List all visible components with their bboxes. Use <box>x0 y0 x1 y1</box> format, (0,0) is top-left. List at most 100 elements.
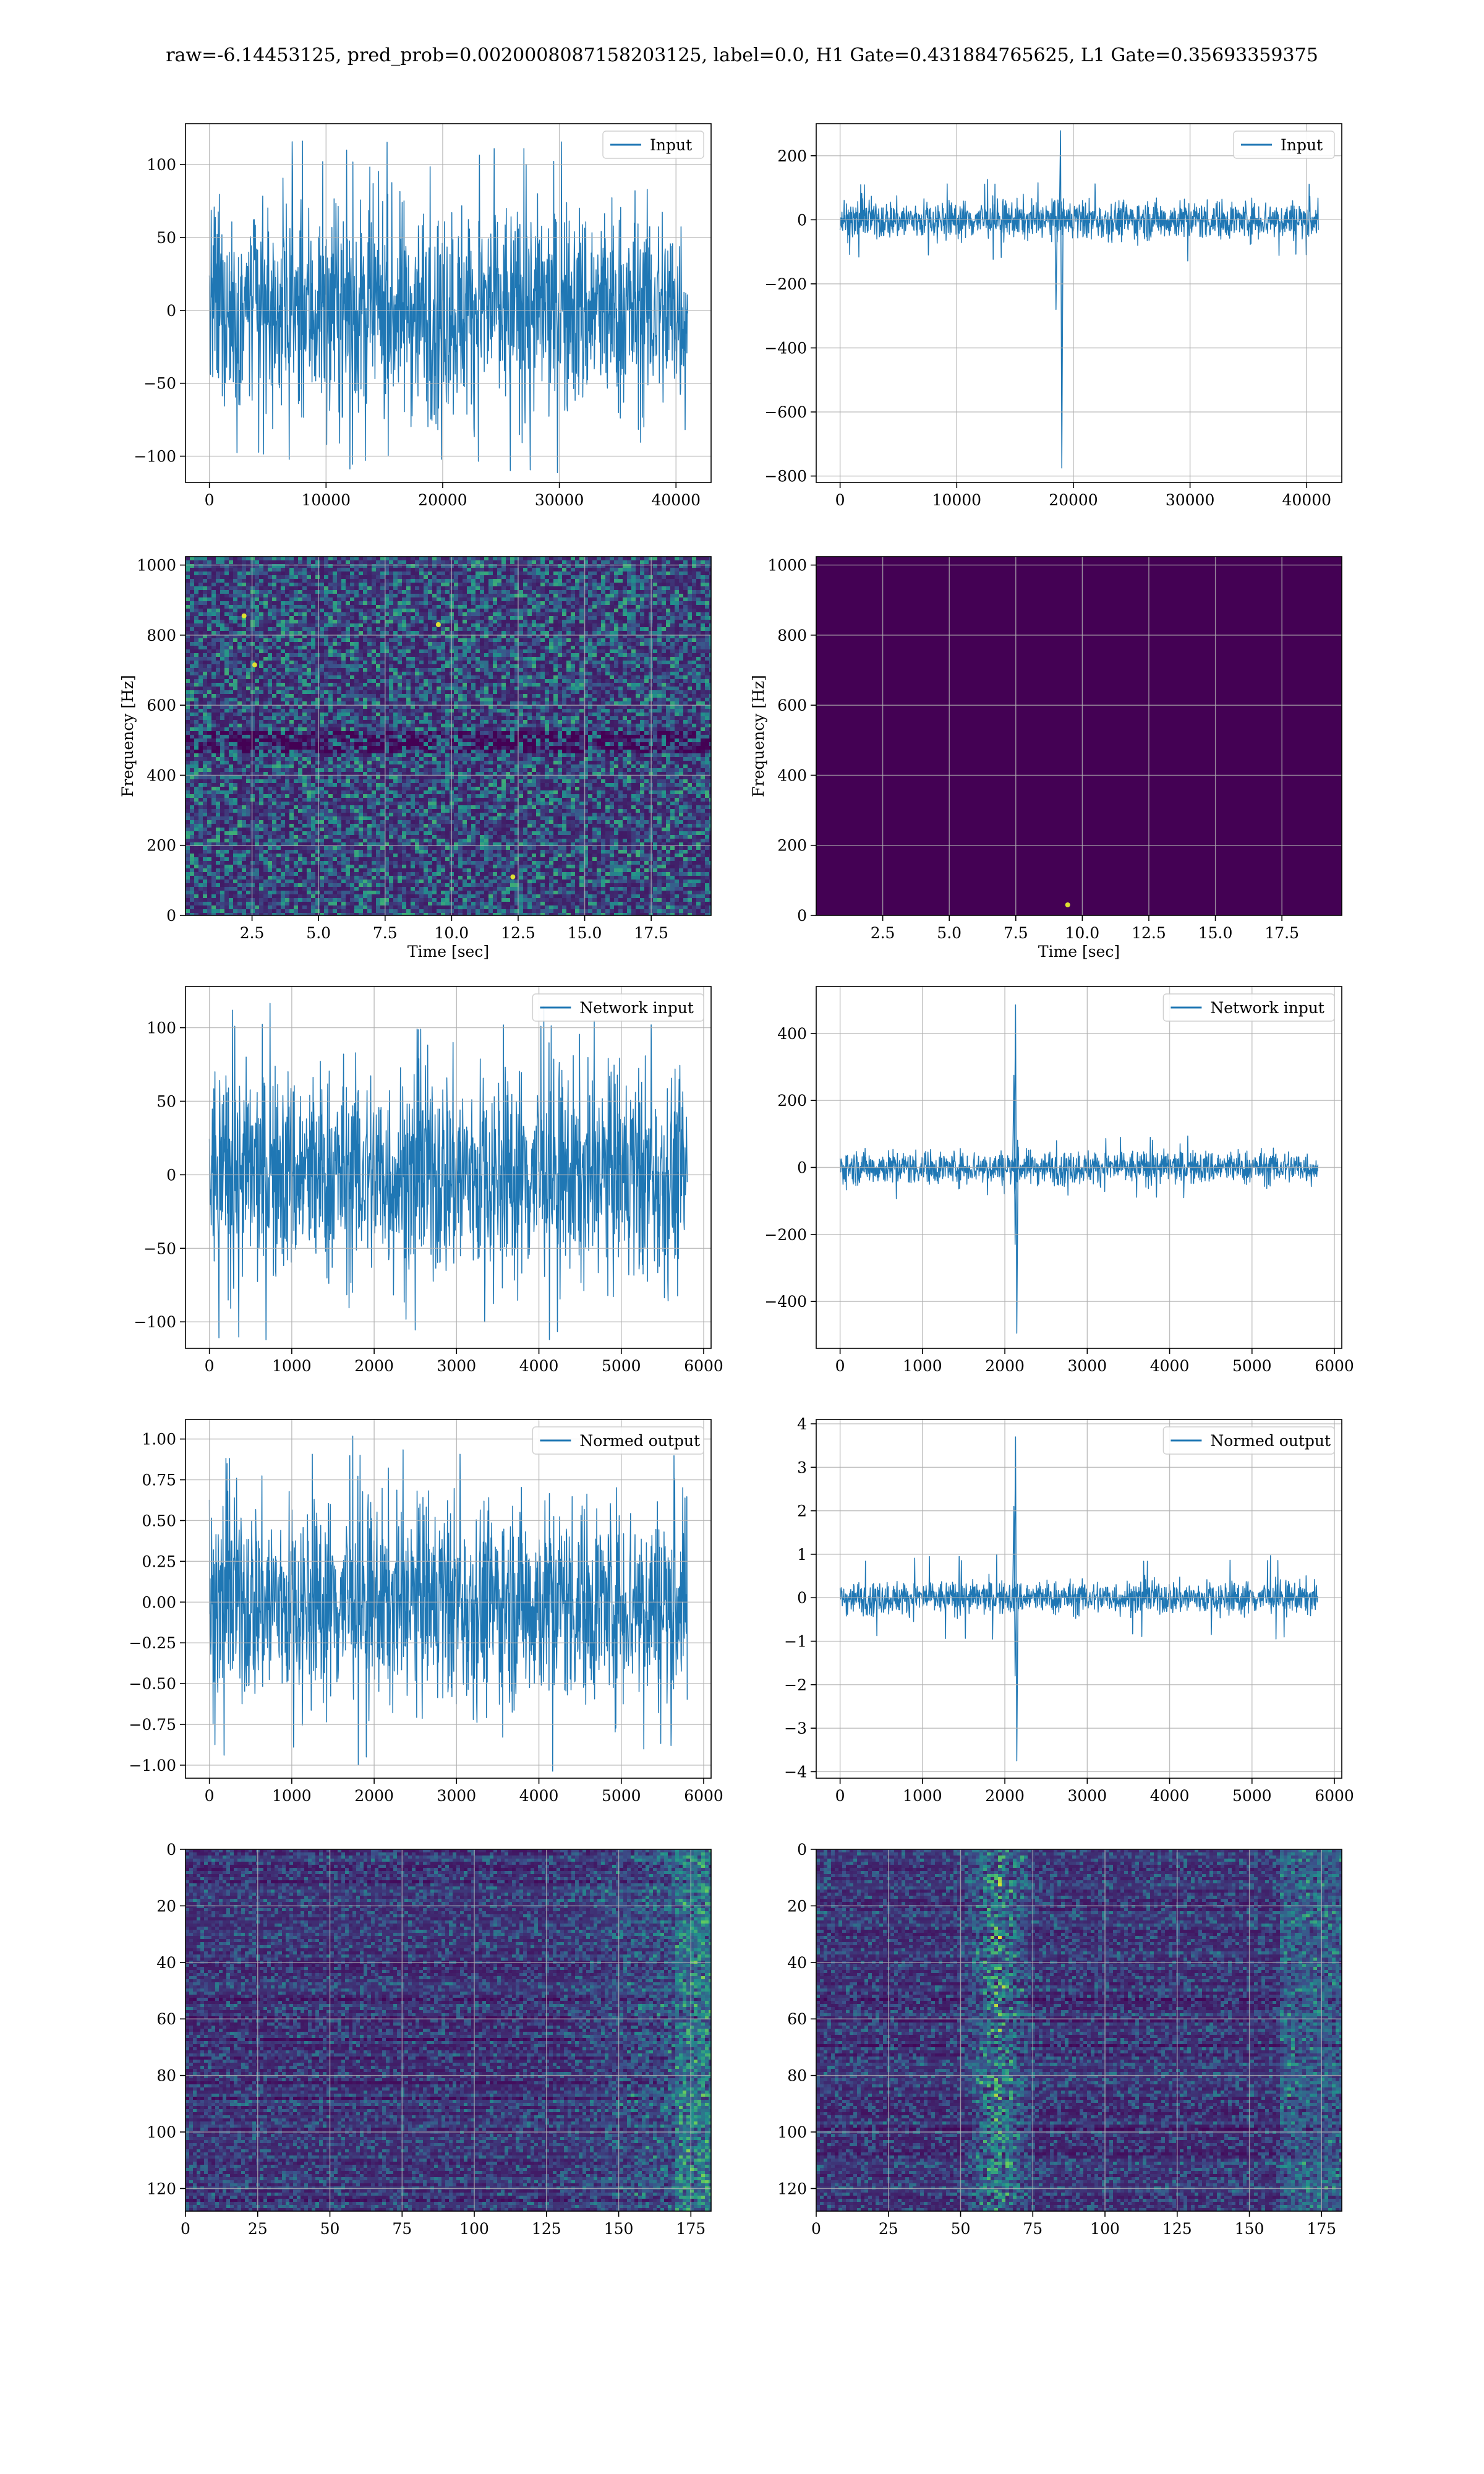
y-tick-label: 200 <box>777 1092 807 1110</box>
y-tick-label: 2 <box>797 1502 807 1520</box>
axes-frame <box>185 1849 712 2212</box>
y-tick-label: 100 <box>777 2123 807 2141</box>
grid <box>816 124 1342 482</box>
series-line-network-input-l1 <box>839 1004 1319 1334</box>
x-tick-label: 6000 <box>684 1787 723 1805</box>
y-tick-label: −2 <box>784 1676 807 1694</box>
legend-box <box>1233 131 1335 159</box>
x-tick-label: 5000 <box>1232 1357 1272 1375</box>
x-tick-label: 4000 <box>1150 1357 1190 1375</box>
grid <box>186 124 711 482</box>
axes-frame <box>816 1419 1342 1779</box>
x-tick-label: 5000 <box>602 1787 641 1805</box>
grid <box>186 1849 711 2211</box>
heatmap-background <box>816 557 1342 915</box>
y-tick-label: 0 <box>797 907 807 925</box>
heatmap-cells <box>186 1849 711 2211</box>
plot-area <box>816 1849 1342 2211</box>
x-tick-label: 10000 <box>932 491 982 509</box>
heatmap-cells <box>816 1849 1342 2211</box>
y-tick-label: 0 <box>166 1841 176 1859</box>
series-line-network-input-h1 <box>208 1003 688 1341</box>
y-axis-label: Frequency [Hz] <box>119 675 137 797</box>
legend: Normed output <box>532 1426 704 1455</box>
series-line-input-l1 <box>839 130 1319 469</box>
figure-suptitle: raw=-6.14453125, pred_prob=0.00200080871… <box>166 45 1318 66</box>
x-axis-label: Time [sec] <box>1038 943 1120 961</box>
y-tick-label: 0 <box>797 1159 807 1177</box>
legend-label: Normed output <box>579 1432 700 1450</box>
x-tick-label: 7.5 <box>373 924 398 942</box>
x-tick-label: 15.0 <box>1198 924 1233 942</box>
x-tick-label: 12.5 <box>1132 924 1166 942</box>
x-tick-label: 30000 <box>535 491 584 509</box>
x-axis-label: Time [sec] <box>407 943 489 961</box>
panel-input-l1: 0 10000 20000 30000 40000 −800 −600 −400 −200 0 20… <box>764 123 1342 509</box>
y-tick-label: 0.50 <box>142 1512 176 1530</box>
y-axis-label: Frequency [Hz] <box>749 675 767 797</box>
x-tick-label: 100 <box>1090 2220 1120 2238</box>
y-tick-label: 400 <box>777 1025 807 1043</box>
y-tick-label: 4 <box>797 1415 807 1433</box>
plot-area <box>816 1419 1342 1778</box>
x-tick-label: 15.0 <box>568 924 602 942</box>
heatmap-hotspot <box>1065 902 1070 908</box>
panel-spectrogram-l1: 2.5 5.0 7.5 10.0 12.5 15.0 17.5 0 200 400 600 800 10… <box>749 556 1342 961</box>
x-tick-label: 50 <box>951 2220 971 2238</box>
y-tick-label: 0 <box>797 1589 807 1607</box>
x-tick-label: 150 <box>604 2220 634 2238</box>
y-tick-label: 0 <box>166 1166 176 1184</box>
axes-frame <box>816 123 1342 483</box>
plot-area <box>816 124 1342 482</box>
y-tick-label: 0.25 <box>142 1552 176 1570</box>
x-tick-label: 2000 <box>985 1357 1025 1375</box>
y-tick-label: 1000 <box>767 557 807 575</box>
axes-frame <box>185 986 712 1349</box>
heatmap-cells <box>186 557 711 915</box>
y-tick-label: 0.75 <box>142 1471 176 1489</box>
x-tick-label: 40000 <box>1282 491 1331 509</box>
x-tick-label: 4000 <box>519 1787 559 1805</box>
x-tick-label: 2000 <box>354 1787 394 1805</box>
x-tick-label: 175 <box>676 2220 706 2238</box>
y-tick-label: 100 <box>147 1019 176 1037</box>
legend-box <box>1162 993 1335 1022</box>
x-tick-label: 12.5 <box>501 924 535 942</box>
panel-features-h1: 0 25 50 75 100 125 150 175 0 20 40 60 80 100 120 <box>147 1841 712 2238</box>
y-tick-label: −200 <box>764 1226 807 1244</box>
legend-label: Normed output <box>1210 1432 1331 1450</box>
x-tick-label: 0 <box>835 1787 845 1805</box>
x-tick-label: 2000 <box>354 1357 394 1375</box>
y-tick-label: −100 <box>134 448 176 466</box>
x-tick-label: 3000 <box>437 1787 477 1805</box>
series-line-normed-output-h1 <box>208 1436 688 1772</box>
series-line-input-h1 <box>208 140 688 473</box>
plot-area <box>816 557 1342 915</box>
x-tick-label: 125 <box>532 2220 561 2238</box>
y-tick-label: 200 <box>777 147 807 165</box>
legend-box <box>602 131 704 159</box>
y-tick-label: 60 <box>156 2010 176 2028</box>
y-tick-label: −3 <box>784 1719 807 1737</box>
x-tick-label: 75 <box>392 2220 412 2238</box>
panel-input-h1: 0 10000 20000 30000 40000 −100 −50 0 50 100 Input <box>134 123 712 509</box>
grid <box>816 1419 1342 1778</box>
y-tick-label: 120 <box>147 2180 176 2198</box>
y-tick-label: 600 <box>777 696 807 714</box>
panel-features-l1: 0 25 50 75 100 125 150 175 0 20 40 60 80 100 120 <box>777 1841 1342 2238</box>
y-tick-label: 1.00 <box>142 1431 176 1449</box>
y-tick-label: −200 <box>764 275 807 293</box>
plot-area <box>186 1849 711 2211</box>
x-tick-label: 1000 <box>272 1787 312 1805</box>
x-tick-label: 4000 <box>1150 1787 1190 1805</box>
plot-area <box>186 557 711 915</box>
y-tick-label: 200 <box>147 837 176 855</box>
y-tick-label: 20 <box>156 1897 176 1915</box>
plot-area <box>186 124 711 482</box>
x-tick-label: 40000 <box>651 491 701 509</box>
y-tick-label: −1.00 <box>129 1757 176 1774</box>
y-tick-label: 50 <box>156 229 176 247</box>
legend: Network input <box>1162 993 1335 1022</box>
panel-normed-output-h1: 0 1000 2000 3000 4000 5000 6000 −1.00 −0.75 −0.50… <box>129 1419 723 1805</box>
x-tick-label: 5.0 <box>937 924 962 942</box>
